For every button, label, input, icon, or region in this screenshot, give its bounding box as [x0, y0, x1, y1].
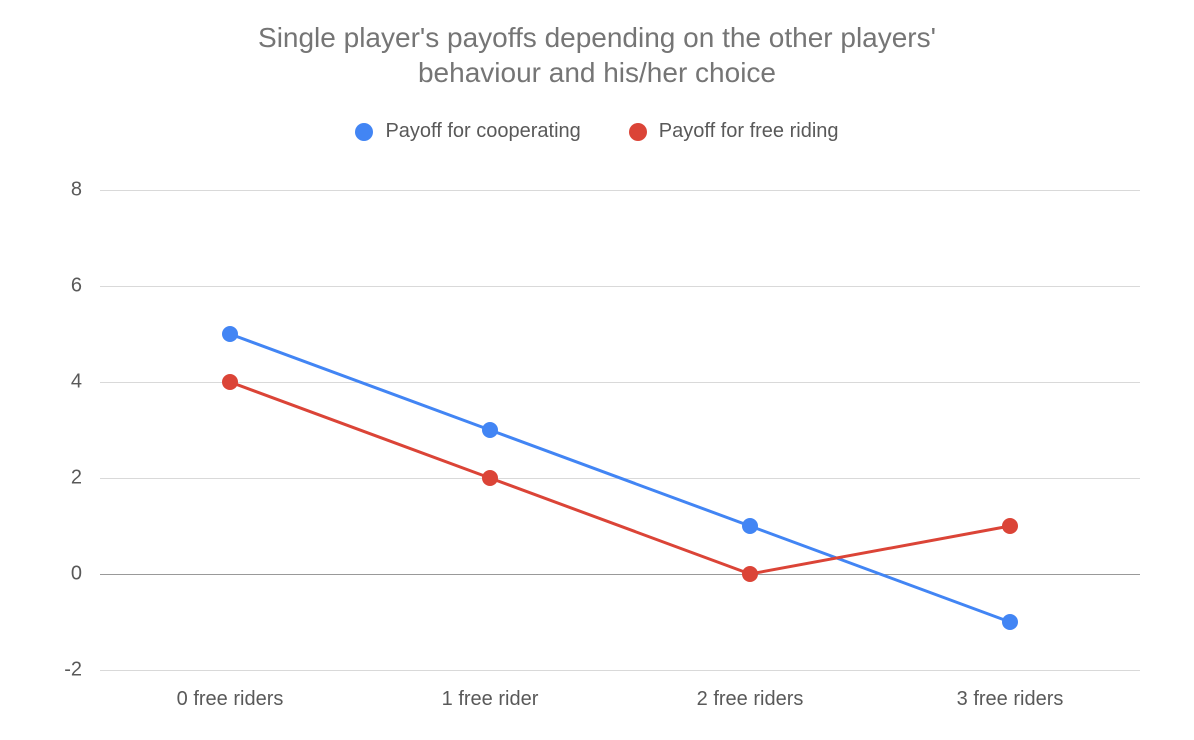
y-tick-label: 2 [71, 467, 82, 490]
series-line [230, 334, 1010, 622]
series-marker [222, 326, 238, 342]
chart-title: Single player's payoffs depending on the… [0, 20, 1194, 90]
x-tick-label: 2 free riders [697, 688, 804, 711]
legend-item-cooperating: Payoff for cooperating [355, 120, 580, 143]
chart-container: Single player's payoffs depending on the… [0, 0, 1194, 740]
legend: Payoff for cooperating Payoff for free r… [0, 120, 1194, 143]
plot-area: -202468 0 free riders1 free rider2 free … [100, 190, 1140, 670]
series-marker [482, 470, 498, 486]
x-tick-label: 1 free rider [442, 688, 539, 711]
legend-label-cooperating: Payoff for cooperating [385, 120, 580, 143]
y-tick-label: 8 [71, 179, 82, 202]
legend-marker-cooperating [355, 123, 373, 141]
y-tick-label: 4 [71, 371, 82, 394]
series-marker [742, 518, 758, 534]
series-svg [100, 190, 1140, 670]
series-marker [222, 374, 238, 390]
x-tick-label: 0 free riders [177, 688, 284, 711]
series-marker [1002, 518, 1018, 534]
chart-title-line1: Single player's payoffs depending on the… [258, 22, 936, 53]
series-marker [1002, 614, 1018, 630]
x-tick-label: 3 free riders [957, 688, 1064, 711]
legend-marker-freeriding [629, 123, 647, 141]
series-marker [482, 422, 498, 438]
chart-title-line2: behaviour and his/her choice [418, 57, 776, 88]
legend-item-freeriding: Payoff for free riding [629, 120, 839, 143]
gridline [100, 670, 1140, 671]
y-tick-label: 0 [71, 563, 82, 586]
series-marker [742, 566, 758, 582]
y-tick-label: 6 [71, 275, 82, 298]
legend-label-freeriding: Payoff for free riding [659, 120, 839, 143]
y-tick-label: -2 [64, 659, 82, 682]
